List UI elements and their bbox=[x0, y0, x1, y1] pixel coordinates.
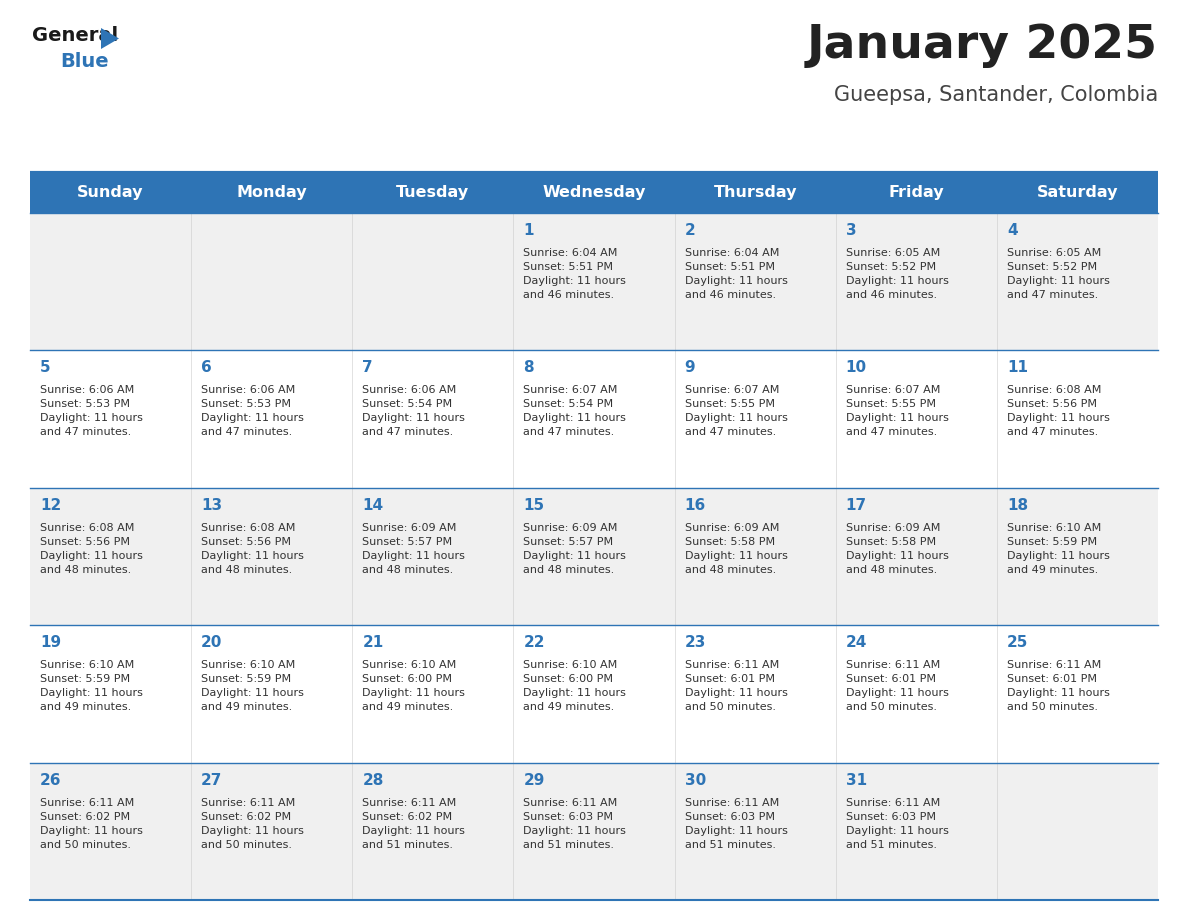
Text: Sunrise: 6:08 AM
Sunset: 5:56 PM
Daylight: 11 hours
and 47 minutes.: Sunrise: 6:08 AM Sunset: 5:56 PM Dayligh… bbox=[1007, 386, 1110, 437]
Text: Wednesday: Wednesday bbox=[542, 185, 646, 200]
Text: 4: 4 bbox=[1007, 223, 1017, 238]
Text: 29: 29 bbox=[524, 773, 545, 788]
Text: 19: 19 bbox=[40, 635, 61, 650]
Bar bbox=[30, 213, 1158, 351]
Text: Sunrise: 6:11 AM
Sunset: 6:02 PM
Daylight: 11 hours
and 51 minutes.: Sunrise: 6:11 AM Sunset: 6:02 PM Dayligh… bbox=[362, 798, 466, 849]
Text: Sunrise: 6:10 AM
Sunset: 5:59 PM
Daylight: 11 hours
and 49 minutes.: Sunrise: 6:10 AM Sunset: 5:59 PM Dayligh… bbox=[1007, 522, 1110, 575]
Text: 10: 10 bbox=[846, 361, 867, 375]
Text: 12: 12 bbox=[40, 498, 62, 513]
Text: 8: 8 bbox=[524, 361, 535, 375]
Text: Sunrise: 6:09 AM
Sunset: 5:57 PM
Daylight: 11 hours
and 48 minutes.: Sunrise: 6:09 AM Sunset: 5:57 PM Dayligh… bbox=[362, 522, 466, 575]
Text: Sunrise: 6:05 AM
Sunset: 5:52 PM
Daylight: 11 hours
and 47 minutes.: Sunrise: 6:05 AM Sunset: 5:52 PM Dayligh… bbox=[1007, 248, 1110, 300]
Text: Sunrise: 6:11 AM
Sunset: 6:03 PM
Daylight: 11 hours
and 51 minutes.: Sunrise: 6:11 AM Sunset: 6:03 PM Dayligh… bbox=[524, 798, 626, 849]
Text: Sunrise: 6:04 AM
Sunset: 5:51 PM
Daylight: 11 hours
and 46 minutes.: Sunrise: 6:04 AM Sunset: 5:51 PM Dayligh… bbox=[684, 248, 788, 300]
Text: 11: 11 bbox=[1007, 361, 1028, 375]
Text: 15: 15 bbox=[524, 498, 544, 513]
Text: 17: 17 bbox=[846, 498, 867, 513]
Text: 28: 28 bbox=[362, 773, 384, 788]
Text: Sunrise: 6:10 AM
Sunset: 5:59 PM
Daylight: 11 hours
and 49 minutes.: Sunrise: 6:10 AM Sunset: 5:59 PM Dayligh… bbox=[201, 660, 304, 712]
Text: Sunrise: 6:07 AM
Sunset: 5:55 PM
Daylight: 11 hours
and 47 minutes.: Sunrise: 6:07 AM Sunset: 5:55 PM Dayligh… bbox=[846, 386, 948, 437]
Text: Sunrise: 6:07 AM
Sunset: 5:55 PM
Daylight: 11 hours
and 47 minutes.: Sunrise: 6:07 AM Sunset: 5:55 PM Dayligh… bbox=[684, 386, 788, 437]
Text: Saturday: Saturday bbox=[1037, 185, 1118, 200]
Text: Sunday: Sunday bbox=[77, 185, 144, 200]
Text: 14: 14 bbox=[362, 498, 384, 513]
Text: 31: 31 bbox=[846, 773, 867, 788]
Text: 2: 2 bbox=[684, 223, 695, 238]
Bar bbox=[30, 487, 1158, 625]
Text: Sunrise: 6:11 AM
Sunset: 6:01 PM
Daylight: 11 hours
and 50 minutes.: Sunrise: 6:11 AM Sunset: 6:01 PM Dayligh… bbox=[684, 660, 788, 712]
Polygon shape bbox=[101, 28, 119, 49]
Text: 1: 1 bbox=[524, 223, 533, 238]
Bar bbox=[30, 173, 1158, 213]
Bar bbox=[30, 625, 1158, 763]
Text: Sunrise: 6:07 AM
Sunset: 5:54 PM
Daylight: 11 hours
and 47 minutes.: Sunrise: 6:07 AM Sunset: 5:54 PM Dayligh… bbox=[524, 386, 626, 437]
Text: Tuesday: Tuesday bbox=[397, 185, 469, 200]
Text: Sunrise: 6:11 AM
Sunset: 6:02 PM
Daylight: 11 hours
and 50 minutes.: Sunrise: 6:11 AM Sunset: 6:02 PM Dayligh… bbox=[40, 798, 143, 849]
Text: Sunrise: 6:10 AM
Sunset: 5:59 PM
Daylight: 11 hours
and 49 minutes.: Sunrise: 6:10 AM Sunset: 5:59 PM Dayligh… bbox=[40, 660, 143, 712]
Text: Sunrise: 6:10 AM
Sunset: 6:00 PM
Daylight: 11 hours
and 49 minutes.: Sunrise: 6:10 AM Sunset: 6:00 PM Dayligh… bbox=[362, 660, 466, 712]
Text: 6: 6 bbox=[201, 361, 211, 375]
Text: January 2025: January 2025 bbox=[807, 23, 1158, 68]
Text: Sunrise: 6:06 AM
Sunset: 5:54 PM
Daylight: 11 hours
and 47 minutes.: Sunrise: 6:06 AM Sunset: 5:54 PM Dayligh… bbox=[362, 386, 466, 437]
Text: Sunrise: 6:09 AM
Sunset: 5:57 PM
Daylight: 11 hours
and 48 minutes.: Sunrise: 6:09 AM Sunset: 5:57 PM Dayligh… bbox=[524, 522, 626, 575]
Text: Thursday: Thursday bbox=[713, 185, 797, 200]
Text: Blue: Blue bbox=[61, 52, 108, 71]
Text: 25: 25 bbox=[1007, 635, 1029, 650]
Text: General: General bbox=[32, 26, 118, 45]
Text: Sunrise: 6:08 AM
Sunset: 5:56 PM
Daylight: 11 hours
and 48 minutes.: Sunrise: 6:08 AM Sunset: 5:56 PM Dayligh… bbox=[201, 522, 304, 575]
Text: Sunrise: 6:09 AM
Sunset: 5:58 PM
Daylight: 11 hours
and 48 minutes.: Sunrise: 6:09 AM Sunset: 5:58 PM Dayligh… bbox=[684, 522, 788, 575]
Text: 7: 7 bbox=[362, 361, 373, 375]
Text: 26: 26 bbox=[40, 773, 62, 788]
Text: Friday: Friday bbox=[889, 185, 944, 200]
Text: Sunrise: 6:10 AM
Sunset: 6:00 PM
Daylight: 11 hours
and 49 minutes.: Sunrise: 6:10 AM Sunset: 6:00 PM Dayligh… bbox=[524, 660, 626, 712]
Text: Sunrise: 6:11 AM
Sunset: 6:03 PM
Daylight: 11 hours
and 51 minutes.: Sunrise: 6:11 AM Sunset: 6:03 PM Dayligh… bbox=[684, 798, 788, 849]
Text: 24: 24 bbox=[846, 635, 867, 650]
Text: Sunrise: 6:11 AM
Sunset: 6:02 PM
Daylight: 11 hours
and 50 minutes.: Sunrise: 6:11 AM Sunset: 6:02 PM Dayligh… bbox=[201, 798, 304, 849]
Text: 23: 23 bbox=[684, 635, 706, 650]
Text: Sunrise: 6:05 AM
Sunset: 5:52 PM
Daylight: 11 hours
and 46 minutes.: Sunrise: 6:05 AM Sunset: 5:52 PM Dayligh… bbox=[846, 248, 948, 300]
Text: Sunrise: 6:11 AM
Sunset: 6:01 PM
Daylight: 11 hours
and 50 minutes.: Sunrise: 6:11 AM Sunset: 6:01 PM Dayligh… bbox=[1007, 660, 1110, 712]
Text: 20: 20 bbox=[201, 635, 222, 650]
Text: 30: 30 bbox=[684, 773, 706, 788]
Text: Monday: Monday bbox=[236, 185, 307, 200]
Text: 5: 5 bbox=[40, 361, 51, 375]
Bar bbox=[30, 351, 1158, 487]
Text: 3: 3 bbox=[846, 223, 857, 238]
Text: 9: 9 bbox=[684, 361, 695, 375]
Text: Sunrise: 6:09 AM
Sunset: 5:58 PM
Daylight: 11 hours
and 48 minutes.: Sunrise: 6:09 AM Sunset: 5:58 PM Dayligh… bbox=[846, 522, 948, 575]
Text: 27: 27 bbox=[201, 773, 222, 788]
Text: Sunrise: 6:06 AM
Sunset: 5:53 PM
Daylight: 11 hours
and 47 minutes.: Sunrise: 6:06 AM Sunset: 5:53 PM Dayligh… bbox=[201, 386, 304, 437]
Text: 22: 22 bbox=[524, 635, 545, 650]
Text: Sunrise: 6:08 AM
Sunset: 5:56 PM
Daylight: 11 hours
and 48 minutes.: Sunrise: 6:08 AM Sunset: 5:56 PM Dayligh… bbox=[40, 522, 143, 575]
Text: 21: 21 bbox=[362, 635, 384, 650]
Text: Sunrise: 6:04 AM
Sunset: 5:51 PM
Daylight: 11 hours
and 46 minutes.: Sunrise: 6:04 AM Sunset: 5:51 PM Dayligh… bbox=[524, 248, 626, 300]
Text: 16: 16 bbox=[684, 498, 706, 513]
Text: Sunrise: 6:06 AM
Sunset: 5:53 PM
Daylight: 11 hours
and 47 minutes.: Sunrise: 6:06 AM Sunset: 5:53 PM Dayligh… bbox=[40, 386, 143, 437]
Text: 13: 13 bbox=[201, 498, 222, 513]
Text: 18: 18 bbox=[1007, 498, 1028, 513]
Text: Gueepsa, Santander, Colombia: Gueepsa, Santander, Colombia bbox=[834, 85, 1158, 105]
Bar bbox=[30, 763, 1158, 900]
Text: Sunrise: 6:11 AM
Sunset: 6:03 PM
Daylight: 11 hours
and 51 minutes.: Sunrise: 6:11 AM Sunset: 6:03 PM Dayligh… bbox=[846, 798, 948, 849]
Text: Sunrise: 6:11 AM
Sunset: 6:01 PM
Daylight: 11 hours
and 50 minutes.: Sunrise: 6:11 AM Sunset: 6:01 PM Dayligh… bbox=[846, 660, 948, 712]
